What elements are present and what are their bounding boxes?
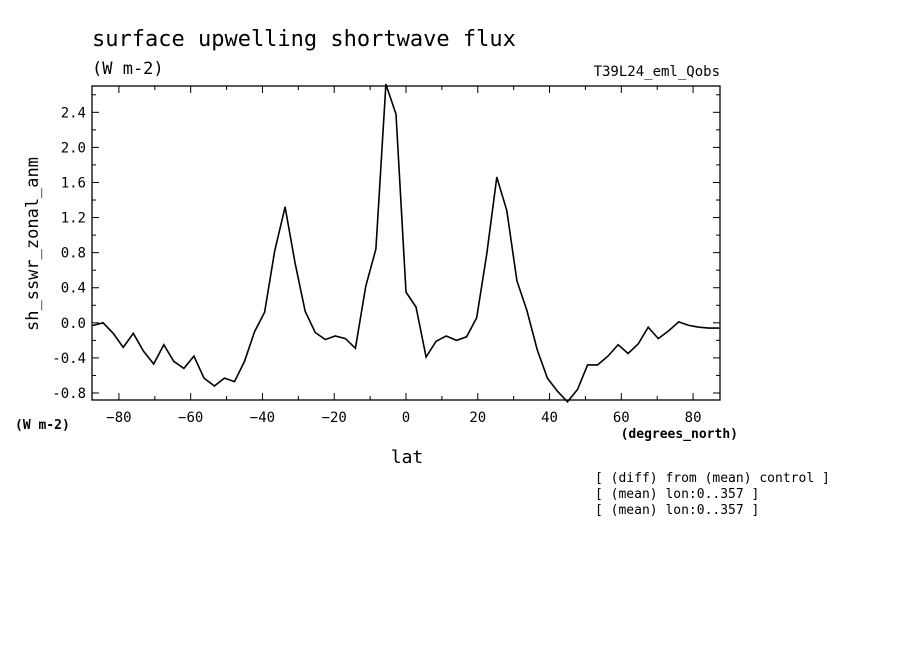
- data-point: [445, 335, 447, 337]
- data-point: [486, 253, 488, 255]
- data-point: [668, 330, 670, 332]
- data-point: [587, 364, 589, 366]
- data-point: [617, 344, 619, 346]
- x-tick-label: 20: [469, 410, 486, 426]
- run-label: T39L24_eml_Qobs: [594, 64, 720, 80]
- data-point: [627, 352, 629, 355]
- data-point: [506, 209, 508, 212]
- y-tick-label: 2.4: [61, 105, 86, 121]
- x-tick-label: −80: [106, 410, 131, 426]
- note-line-2: [ (mean) lon:0..357 ]: [595, 487, 759, 502]
- y-tick-label: 1.2: [61, 211, 86, 227]
- data-point: [254, 331, 256, 333]
- data-point: [415, 306, 417, 308]
- data-point: [476, 317, 478, 319]
- data-point: [556, 390, 559, 392]
- x-axis-label: lat: [391, 447, 424, 468]
- data-point: [375, 248, 377, 250]
- data-point: [183, 367, 185, 369]
- data-point: [496, 176, 498, 178]
- data-point: [466, 336, 468, 338]
- data-point: [566, 401, 569, 403]
- note-line-3: [ (mean) lon:0..357 ]: [595, 503, 759, 518]
- data-point: [294, 262, 296, 264]
- series-line: [92, 83, 719, 404]
- y-tick-label: 0.8: [61, 246, 86, 262]
- data-point: [284, 206, 286, 208]
- data-point: [92, 324, 94, 326]
- plot-frame: [91, 85, 721, 401]
- data-point: [597, 364, 599, 366]
- data-point: [688, 324, 690, 326]
- data-point: [708, 327, 710, 329]
- data-point: [395, 113, 397, 115]
- data-point: [264, 311, 266, 313]
- data-point: [456, 339, 458, 341]
- data-point: [657, 338, 659, 340]
- data-point: [385, 83, 387, 85]
- x-tick-label: −20: [322, 410, 347, 426]
- data-point: [435, 340, 437, 342]
- data-point: [516, 280, 518, 282]
- chart-title: surface upwelling shortwave flux: [92, 27, 516, 52]
- data-point: [405, 291, 407, 293]
- data-point: [213, 385, 215, 387]
- y-tick-label: -0.4: [52, 351, 86, 367]
- y-units-label: (W m-2): [15, 418, 70, 433]
- y-axis-label: sh_sswr_zonal_anm: [23, 157, 43, 331]
- data-point: [112, 332, 114, 334]
- data-point: [718, 327, 720, 329]
- data-point: [223, 377, 225, 379]
- data-point: [122, 346, 124, 348]
- x-tick-label: −60: [178, 410, 203, 426]
- data-point: [102, 322, 104, 324]
- y-tick-label: 0.4: [61, 281, 86, 297]
- data-point: [698, 326, 700, 328]
- chart-units: (W m-2): [92, 59, 164, 79]
- data-point: [354, 347, 356, 349]
- note-line-1: [ (diff) from (mean) control ]: [595, 471, 830, 486]
- data-point: [163, 344, 165, 346]
- data-point: [576, 388, 579, 391]
- data-point: [324, 338, 326, 341]
- data-point: [153, 363, 155, 365]
- data-point: [546, 377, 549, 379]
- x-tick-label: 0: [402, 410, 410, 426]
- y-tick-label: 2.0: [61, 140, 86, 156]
- x-tick-label: 40: [541, 410, 558, 426]
- data-point: [344, 338, 346, 340]
- data-point: [607, 355, 609, 357]
- data-point: [425, 356, 427, 358]
- data-point: [304, 310, 306, 312]
- y-tick-label: 1.6: [61, 175, 86, 191]
- data-point: [365, 285, 367, 287]
- data-point: [274, 250, 276, 252]
- x-tick-label: 80: [685, 410, 702, 426]
- data-point: [243, 360, 246, 362]
- data-point: [647, 326, 649, 328]
- data-point: [637, 343, 639, 345]
- data-point: [526, 309, 528, 312]
- data-point: [678, 321, 680, 323]
- data-point: [314, 331, 316, 334]
- y-tick-label: 0.0: [61, 316, 86, 332]
- x-tick-label: −40: [250, 410, 275, 426]
- y-tick-label: -0.8: [52, 386, 86, 402]
- data-point: [203, 377, 205, 379]
- data-point: [233, 381, 236, 383]
- x-units-label: (degrees_north): [621, 427, 738, 442]
- data-point: [142, 350, 144, 352]
- data-point: [334, 335, 336, 337]
- data-point: [173, 360, 175, 362]
- data-point: [536, 349, 538, 351]
- x-tick-label: 60: [613, 410, 630, 426]
- data-point: [193, 355, 195, 357]
- data-point: [132, 332, 134, 334]
